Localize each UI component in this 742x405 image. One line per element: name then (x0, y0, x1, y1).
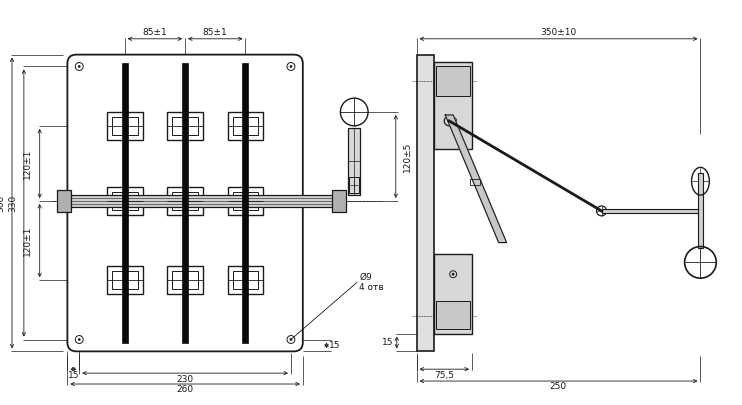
Bar (107, 112, 142, 140)
Bar (59, 195, 344, 207)
Bar (57, 190, 71, 212)
Bar (348, 128, 360, 195)
Polygon shape (445, 115, 507, 243)
Text: 75,5: 75,5 (434, 371, 454, 379)
Text: 350±10: 350±10 (540, 28, 576, 37)
Text: 4 отв: 4 отв (359, 283, 384, 292)
Bar (349, 177, 359, 193)
Text: 15: 15 (329, 341, 341, 350)
Bar (332, 190, 347, 212)
Bar (112, 271, 137, 289)
Bar (243, 62, 249, 343)
Bar (470, 179, 480, 185)
Text: 230: 230 (177, 375, 194, 384)
Bar (232, 117, 258, 135)
Bar (228, 266, 263, 294)
Text: 250: 250 (550, 382, 567, 392)
Bar (434, 62, 472, 149)
Circle shape (79, 339, 80, 340)
Text: 120±1: 120±1 (23, 226, 33, 256)
Circle shape (290, 66, 292, 67)
Circle shape (453, 273, 454, 275)
Bar (228, 112, 263, 140)
Bar (182, 62, 188, 343)
Bar (436, 66, 470, 96)
Bar (228, 187, 263, 215)
Text: Ø9: Ø9 (359, 273, 372, 282)
Text: 85±1: 85±1 (142, 28, 167, 37)
Bar (232, 192, 258, 210)
Bar (112, 117, 137, 135)
Bar (172, 117, 198, 135)
Bar (436, 301, 470, 328)
Circle shape (453, 120, 454, 122)
Text: 120±5: 120±5 (403, 141, 412, 172)
Bar (107, 187, 142, 215)
Bar (232, 271, 258, 289)
Bar (434, 254, 472, 334)
Bar (107, 266, 142, 294)
Text: 330: 330 (8, 194, 18, 212)
Text: 15: 15 (68, 371, 79, 379)
Text: 260: 260 (177, 386, 194, 394)
Text: 85±1: 85±1 (203, 28, 227, 37)
Bar (167, 266, 203, 294)
Bar (416, 55, 434, 352)
Text: 120±1: 120±1 (23, 148, 33, 179)
Bar (167, 112, 203, 140)
Bar (172, 271, 198, 289)
Bar (698, 173, 703, 249)
Text: 15: 15 (382, 338, 394, 347)
Bar (167, 187, 203, 215)
Circle shape (290, 339, 292, 340)
Bar (112, 192, 137, 210)
Bar (122, 62, 128, 343)
Bar (602, 209, 700, 213)
Bar (172, 192, 198, 210)
FancyBboxPatch shape (68, 55, 303, 352)
Text: 360: 360 (0, 194, 6, 212)
Circle shape (79, 66, 80, 67)
